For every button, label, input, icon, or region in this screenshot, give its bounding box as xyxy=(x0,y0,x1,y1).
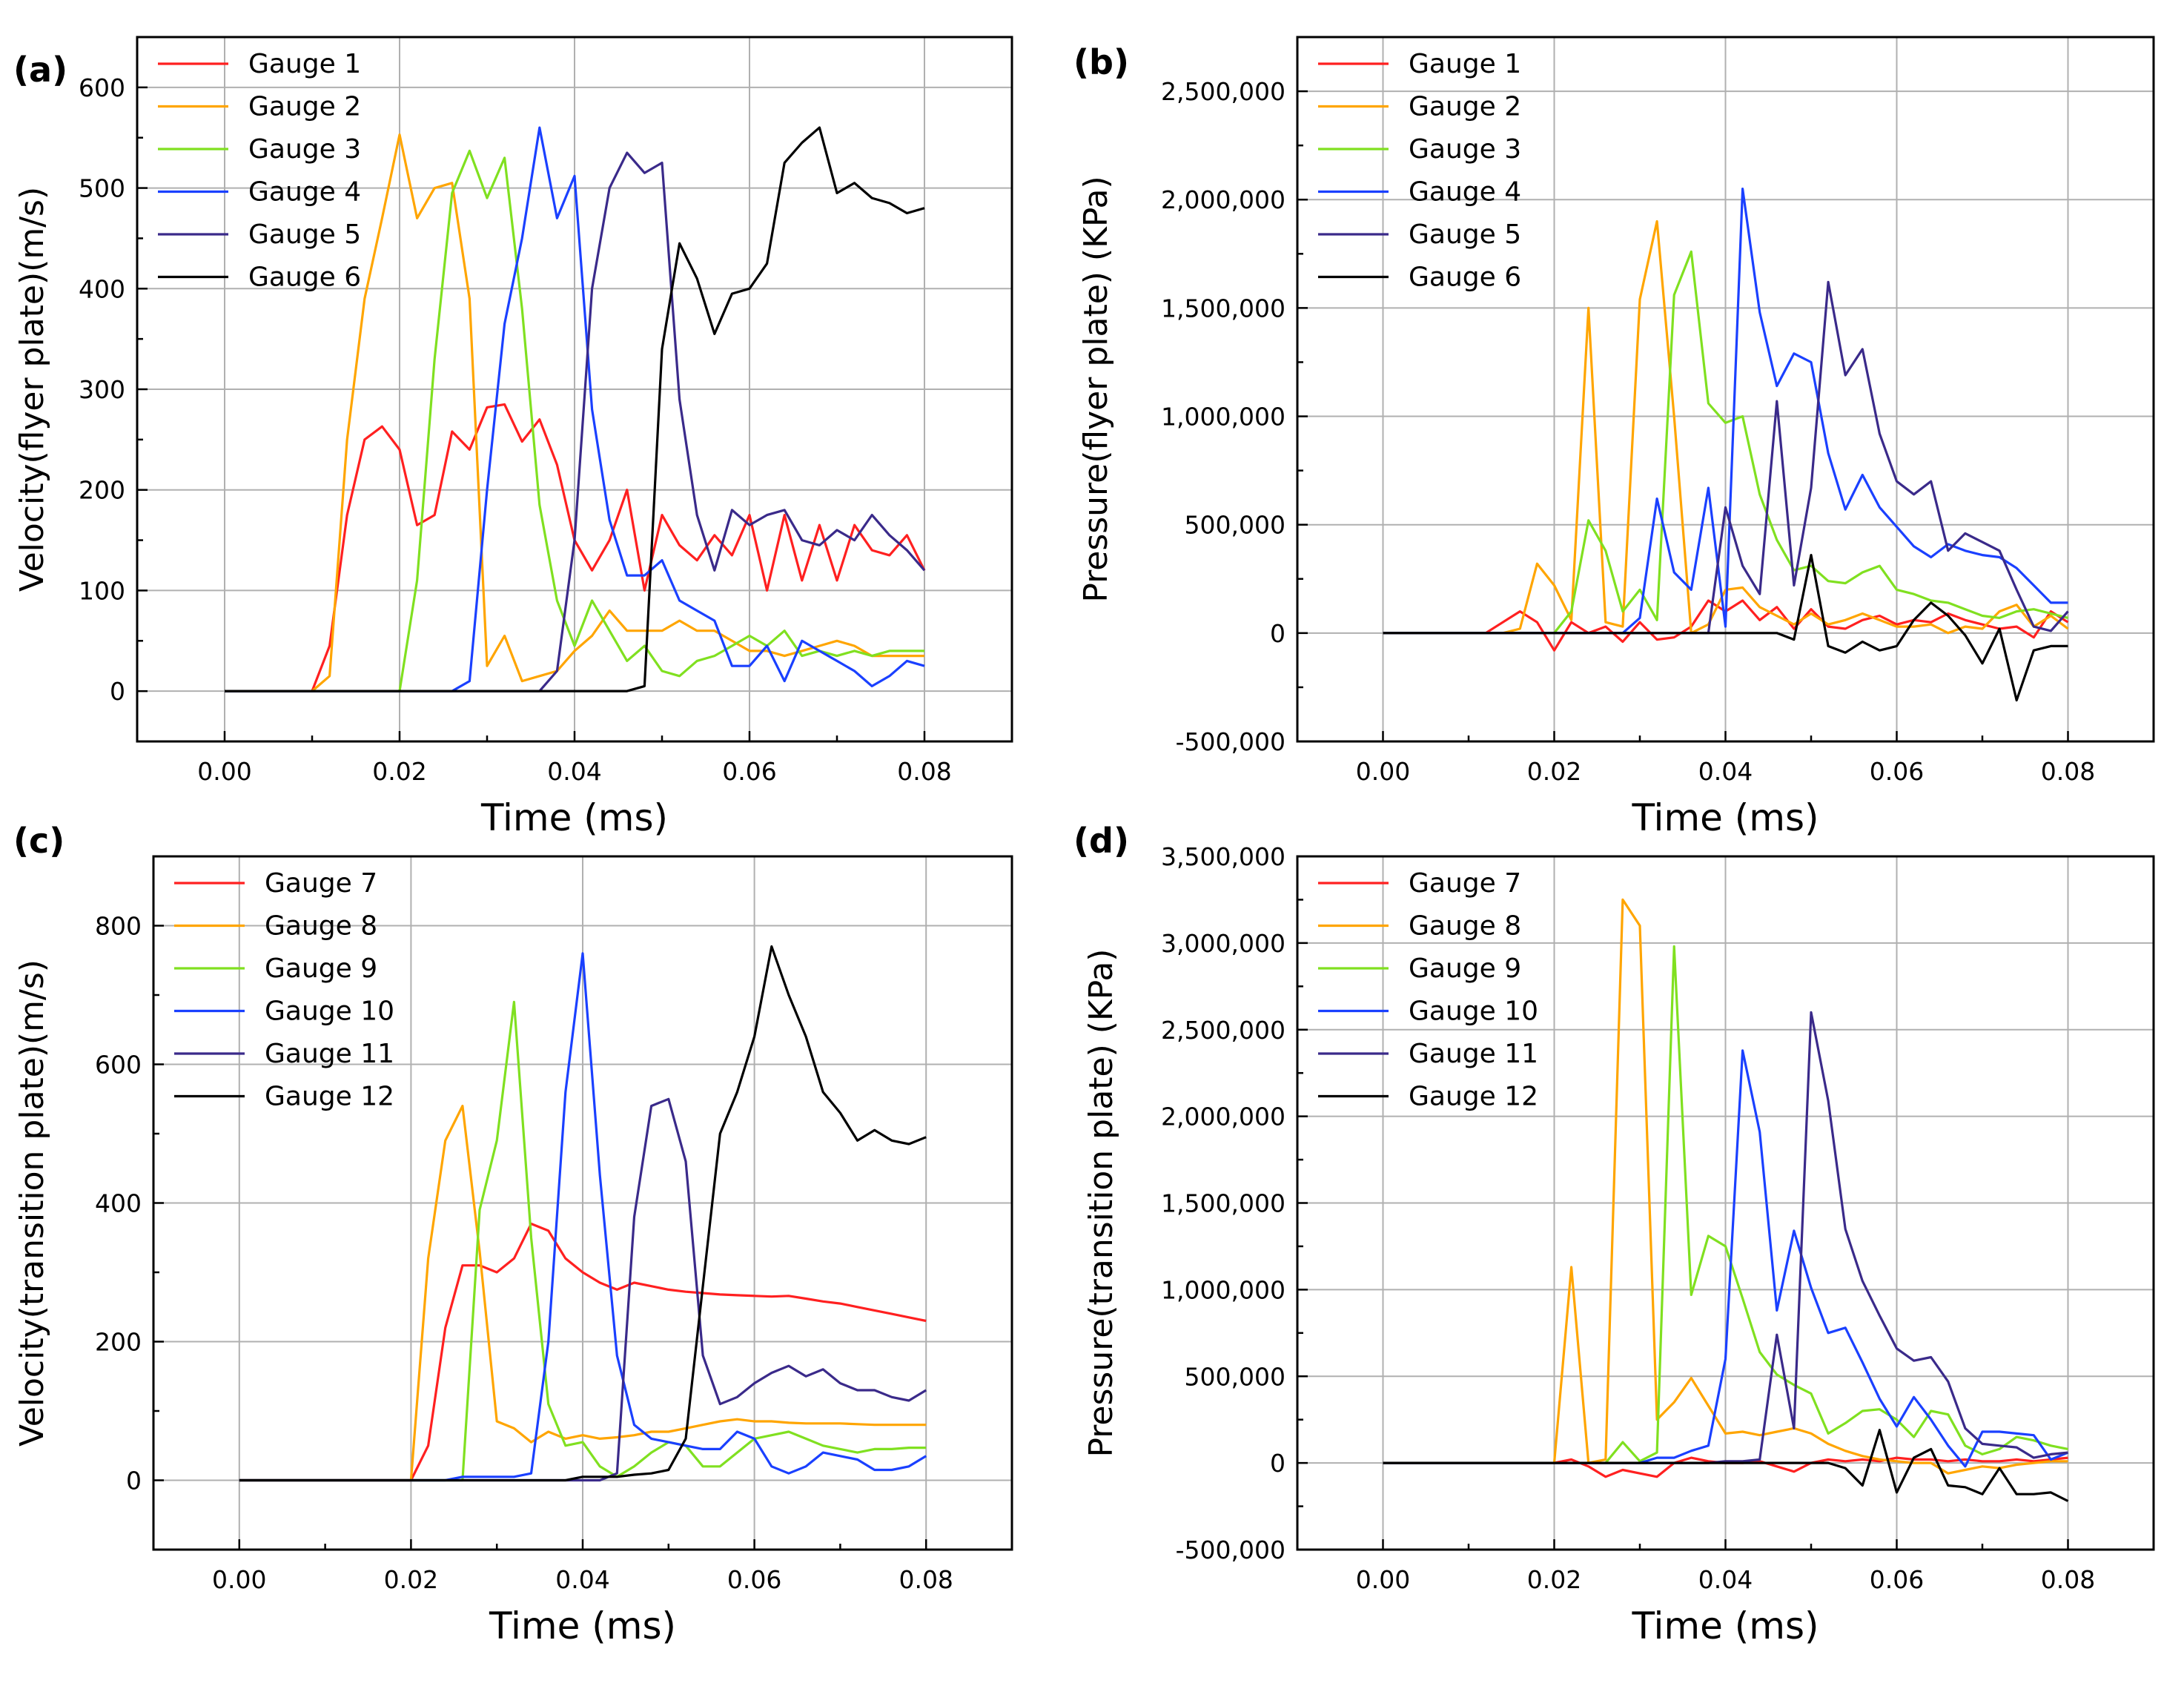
y-axis-label: Pressure(transition plate) (KPa) xyxy=(1082,949,1120,1458)
legend-entry: Gauge 6 xyxy=(248,262,361,293)
legend-entry: Gauge 3 xyxy=(1409,134,1521,165)
y-tick-label: 0 xyxy=(1270,619,1285,648)
y-tick-label: 500,000 xyxy=(1185,1362,1285,1391)
legend-entry: Gauge 2 xyxy=(1409,92,1521,122)
chart-panel-2: 0.00 0.02 0.04 0.06 0.08 -500,000 0 500,000 1,00… xyxy=(1073,36,2155,839)
y-tick-label: -500,000 xyxy=(1176,727,1285,756)
panel-label: (c) xyxy=(13,821,64,861)
y-tick-label: 100 xyxy=(79,576,125,605)
x-tick-label: 0.02 xyxy=(1527,1565,1581,1594)
series-line-gauge-12 xyxy=(239,945,927,1482)
x-tick-label: 0.02 xyxy=(372,757,426,786)
x-tick-label: 0.06 xyxy=(727,1565,781,1594)
y-tick-label: 1,000,000 xyxy=(1161,403,1285,432)
x-tick-label: 0.08 xyxy=(2041,1565,2095,1594)
x-tick-label: 0.02 xyxy=(384,1565,438,1594)
x-tick-label: 0.04 xyxy=(1698,1565,1753,1594)
y-tick-label: 0 xyxy=(126,1467,142,1495)
y-tick-label: 1,000,000 xyxy=(1161,1275,1285,1304)
legend-entry: Gauge 1 xyxy=(248,49,361,79)
legend-entry: Gauge 12 xyxy=(1409,1082,1538,1112)
x-axis-label: Time (ms) xyxy=(480,796,668,839)
x-tick-label: 0.04 xyxy=(547,757,601,786)
series-line-gauge-2 xyxy=(225,133,924,693)
legend-entry: Gauge 10 xyxy=(1409,996,1538,1027)
legend-entry: Gauge 4 xyxy=(1409,177,1521,208)
chart-panel-1: 0.00 0.02 0.04 0.06 0.08 0 100 200 300 400 500 600 T… xyxy=(13,36,1013,839)
legend-entry: Gauge 7 xyxy=(1409,868,1521,899)
y-tick-label: 2,000,000 xyxy=(1161,185,1285,214)
legend-entry: Gauge 10 xyxy=(265,996,394,1027)
panel-label: (a) xyxy=(13,50,67,90)
x-tick-label: 0.08 xyxy=(897,757,951,786)
y-tick-label: 2,500,000 xyxy=(1161,1016,1285,1045)
y-axis-label: Velocity(flyer plate)(m/s) xyxy=(13,187,51,592)
y-axis-label: Velocity(transition plate)(m/s) xyxy=(13,959,51,1447)
x-axis-label: Time (ms) xyxy=(1631,796,1819,839)
y-tick-label: 3,000,000 xyxy=(1161,929,1285,958)
legend-entry: Gauge 11 xyxy=(1409,1039,1538,1069)
panel-label: (b) xyxy=(1073,42,1129,82)
legend-entry: Gauge 5 xyxy=(1409,219,1521,250)
legend-entry: Gauge 7 xyxy=(265,868,377,899)
y-tick-label: 800 xyxy=(95,912,142,941)
y-tick-label: 1,500,000 xyxy=(1161,294,1285,323)
chart-panel-3: 0.00 0.02 0.04 0.06 0.08 0 200 400 600 800 Time (m… xyxy=(13,821,1013,1647)
x-tick-label: 0.06 xyxy=(722,757,776,786)
legend-entry: Gauge 8 xyxy=(1409,911,1521,942)
series-line-gauge-6 xyxy=(1383,553,2068,702)
legend-entry: Gauge 5 xyxy=(248,219,361,250)
x-tick-label: 0.00 xyxy=(1356,1565,1410,1594)
y-tick-label: 0 xyxy=(110,677,125,706)
legend-entry: Gauge 11 xyxy=(265,1039,394,1069)
x-tick-label: 0.08 xyxy=(2041,757,2095,786)
y-axis-label: Pressure(flyer plate) (KPa) xyxy=(1077,176,1115,602)
y-tick-label: 400 xyxy=(79,274,125,303)
legend-entry: Gauge 1 xyxy=(1409,49,1521,79)
x-tick-label: 0.06 xyxy=(1870,1565,1924,1594)
x-tick-label: 0.00 xyxy=(1356,757,1410,786)
x-tick-label: 0.00 xyxy=(197,757,251,786)
y-tick-label: 1,500,000 xyxy=(1161,1189,1285,1218)
legend-entry: Gauge 9 xyxy=(1409,953,1521,984)
y-tick-label: 200 xyxy=(95,1328,142,1357)
y-tick-label: 2,000,000 xyxy=(1161,1103,1285,1131)
x-tick-label: 0.04 xyxy=(555,1565,609,1594)
y-tick-label: 400 xyxy=(95,1189,142,1218)
legend-entry: Gauge 4 xyxy=(248,177,361,208)
legend-entry: Gauge 3 xyxy=(248,134,361,165)
x-axis-label: Time (ms) xyxy=(489,1604,676,1647)
y-tick-label: 500,000 xyxy=(1185,511,1285,540)
legend-entry: Gauge 2 xyxy=(248,92,361,122)
x-tick-label: 0.02 xyxy=(1527,757,1581,786)
series-line-gauge-12 xyxy=(1383,1429,2069,1502)
x-tick-label: 0.06 xyxy=(1870,757,1924,786)
panel-label: (d) xyxy=(1073,821,1129,861)
chart-panel-4: 0.00 0.02 0.04 0.06 0.08 -500,000 0 500,000 1,00… xyxy=(1073,821,2155,1647)
x-tick-label: 0.00 xyxy=(212,1565,266,1594)
y-tick-label: 600 xyxy=(95,1051,142,1080)
legend-entry: Gauge 8 xyxy=(265,911,377,942)
legend-entry: Gauge 6 xyxy=(1409,262,1521,293)
x-tick-label: 0.08 xyxy=(899,1565,953,1594)
y-tick-label: 3,500,000 xyxy=(1161,842,1285,871)
legend-entry: Gauge 12 xyxy=(265,1082,394,1112)
y-tick-label: 200 xyxy=(79,476,125,505)
legend-entry: Gauge 9 xyxy=(265,953,377,984)
y-tick-label: -500,000 xyxy=(1176,1536,1285,1564)
series-line-gauge-6 xyxy=(225,126,925,693)
x-axis-label: Time (ms) xyxy=(1631,1604,1819,1647)
y-tick-label: 0 xyxy=(1270,1449,1285,1478)
y-tick-label: 600 xyxy=(79,73,125,102)
y-tick-label: 300 xyxy=(79,375,125,404)
x-tick-label: 0.04 xyxy=(1698,757,1753,786)
y-tick-label: 2,500,000 xyxy=(1161,77,1285,106)
y-tick-label: 500 xyxy=(79,174,125,203)
